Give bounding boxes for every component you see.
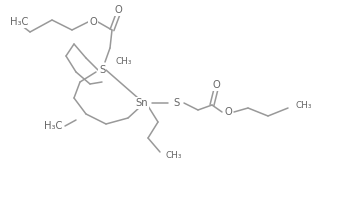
Text: O: O <box>114 5 122 15</box>
Text: S: S <box>173 98 179 108</box>
Text: CH₃: CH₃ <box>166 151 183 161</box>
Text: CH₃: CH₃ <box>116 58 133 66</box>
Text: H₃C: H₃C <box>44 121 62 131</box>
Text: Sn: Sn <box>136 98 148 108</box>
Text: CH₃: CH₃ <box>296 101 312 110</box>
Text: S: S <box>99 65 105 75</box>
Text: O: O <box>212 80 220 90</box>
Text: H₃C: H₃C <box>10 17 28 27</box>
Text: O: O <box>224 107 232 117</box>
Text: O: O <box>89 17 97 27</box>
